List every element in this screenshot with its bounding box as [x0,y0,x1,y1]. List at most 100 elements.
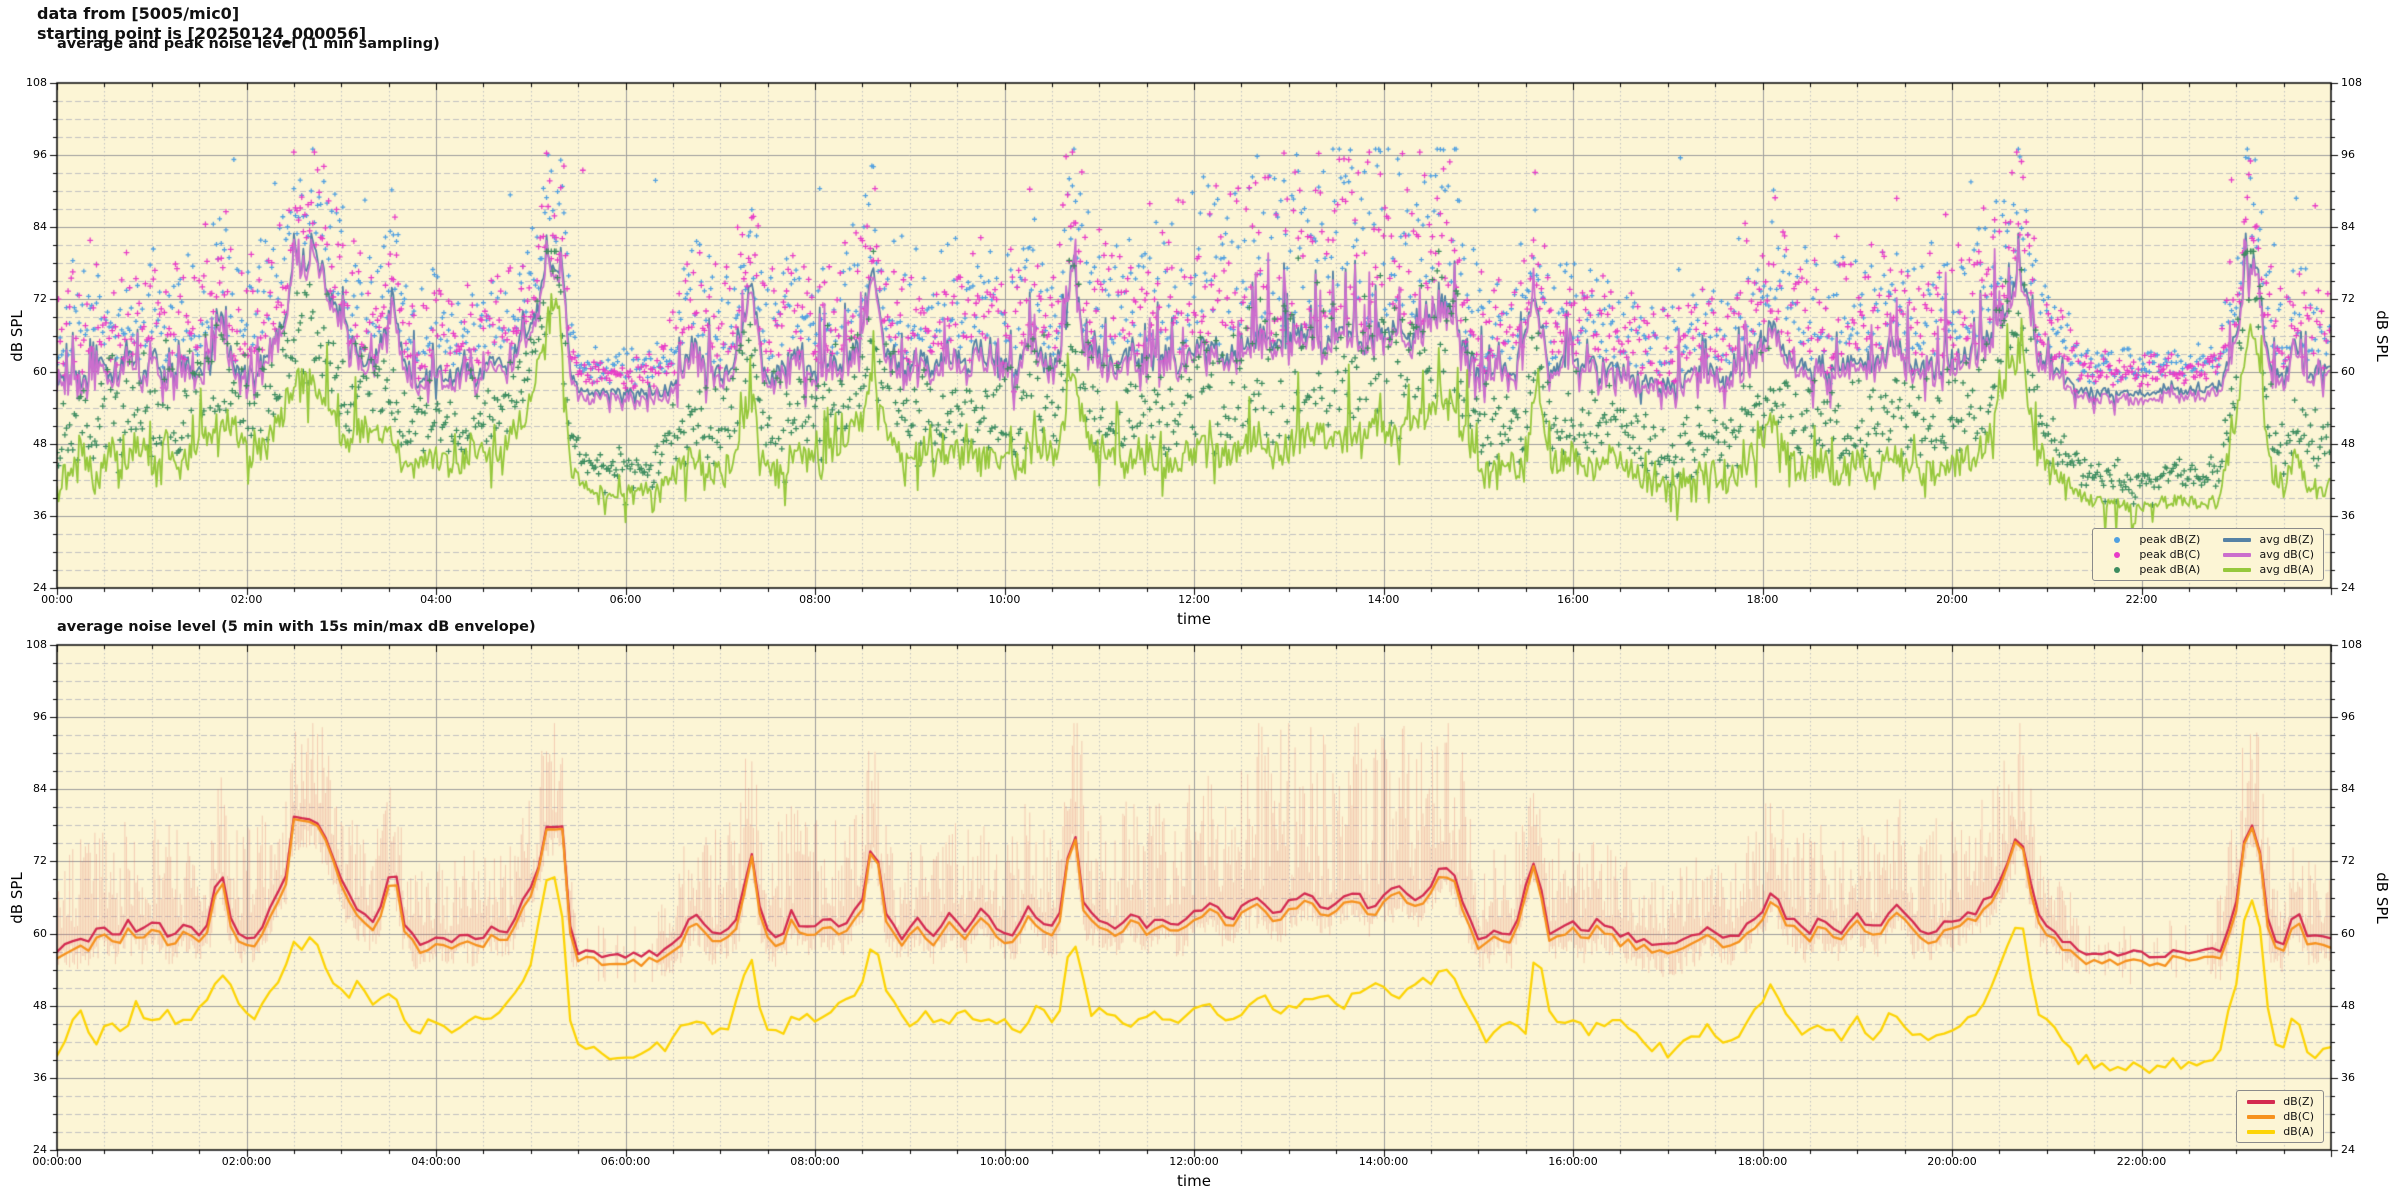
y-tick-label-left: 60 [33,926,47,940]
legend-point-swatch [2102,551,2132,558]
swatch-color [2247,1129,2276,1134]
x-tick-label: 02:00 [230,593,263,606]
x-tick-label: 00:00:00 [32,1155,82,1168]
legend-line-swatch [2246,1099,2276,1104]
y-tick-label-right: 96 [2341,148,2355,162]
x-tick-label: 18:00 [1746,593,1779,606]
y-tick-label-left: 24 [33,1143,47,1156]
legend-entry: dB(C) [2246,1110,2314,1123]
legend-entry: avg dB(A) [2222,563,2314,576]
y-tick-label-left: 24 [33,581,47,594]
x-tick-label: 00:00 [41,593,73,606]
y-tick-label-right: 108 [2341,638,2362,651]
y-tick-label-left: 60 [33,364,47,378]
header-line-start: starting point is [20250124_000056] [37,24,367,43]
x-tick-label: 06:00 [609,593,642,606]
legend-entry: dB(A) [2246,1125,2314,1138]
x-tick-label: 16:00:00 [1548,1155,1598,1168]
y-tick-label-right: 24 [2341,581,2355,594]
y-tick-label-right: 60 [2341,926,2355,940]
top-x-axis-title: time [1177,610,1211,628]
legend-label: avg dB(A) [2259,563,2314,576]
swatch-color [2247,1114,2276,1119]
y-tick-label-left: 72 [33,854,47,868]
bottom-plot-area: dB(Z) dB(C) dB(A) [41,629,2347,1166]
legend-label: dB(Z) [2283,1095,2314,1108]
legend-label: dB(A) [2283,1125,2314,1138]
swatch-color [2223,567,2252,572]
y-tick-label-right: 48 [2341,436,2355,450]
y-tick-label-left: 96 [33,710,47,724]
y-tick-label-left: 96 [33,148,47,162]
legend-line-swatch [2246,1114,2276,1119]
x-tick-label: 08:00:00 [790,1155,840,1168]
x-tick-label: 16:00 [1557,593,1589,606]
x-tick-label: 08:00 [799,593,831,606]
legend-point-swatch [2102,536,2132,543]
y-tick-label-left: 36 [33,1070,47,1084]
x-tick-label: 06:00:00 [600,1155,651,1168]
top-chart-canvas [41,67,2347,604]
y-tick-label-left: 72 [33,292,47,306]
legend-point-swatch [2102,566,2132,573]
top-chart-legend: peak dB(Z) avg dB(Z) peak dB(C) avg dB(C) pe… [2092,528,2324,581]
x-tick-label: 20:00:00 [1927,1155,1977,1168]
y-tick-label-right: 24 [2341,1143,2355,1156]
bottom-chart-legend: dB(Z) dB(C) dB(A) [2236,1090,2324,1143]
y-tick-label-right: 48 [2341,998,2355,1012]
x-tick-label: 04:00:00 [411,1155,461,1168]
y-tick-label-left: 36 [33,508,47,522]
y-tick-label-right: 108 [2341,76,2362,89]
legend-entry: peak dB(Z) [2102,533,2200,546]
x-tick-label: 12:00:00 [1169,1155,1219,1168]
header-line-source: data from [5005/mic0] [37,4,240,23]
x-tick-label: 20:00 [1936,593,1968,606]
y-tick-label-right: 72 [2341,854,2355,868]
y-tick-label-right: 72 [2341,292,2355,306]
y-tick-label-right: 96 [2341,710,2355,724]
y-tick-label-right: 60 [2341,364,2355,378]
legend-label: peak dB(Z) [2139,533,2201,546]
x-tick-label: 22:00:00 [2116,1155,2167,1168]
swatch-color [2247,1099,2276,1104]
y-tick-label-left: 108 [26,638,47,651]
legend-line-swatch [2222,552,2252,557]
y-tick-label-right: 84 [2341,220,2355,234]
x-tick-label: 10:00:00 [979,1155,1030,1168]
y-tick-label-right: 36 [2341,508,2355,522]
legend-line-swatch [2246,1129,2276,1134]
x-tick-label: 04:00 [420,593,452,606]
swatch-color [2223,552,2252,557]
x-tick-label: 14:00:00 [1358,1155,1409,1168]
legend-line-swatch [2222,567,2252,572]
swatch-color [2114,551,2121,558]
legend-entry: dB(Z) [2246,1095,2314,1108]
bottom-x-axis-title: time [1177,1172,1211,1190]
legend-label: avg dB(C) [2259,548,2314,561]
legend-label: peak dB(A) [2139,563,2201,576]
y-tick-label-left: 48 [33,436,47,450]
x-tick-label: 18:00:00 [1737,1155,1788,1168]
swatch-color [2114,536,2121,543]
top-chart-title: average and peak noise level (1 min samp… [57,36,440,52]
legend-entry: avg dB(C) [2222,548,2314,561]
y-tick-label-left: 84 [33,782,47,796]
x-tick-label: 22:00 [2125,593,2158,606]
legend-line-swatch [2222,537,2252,542]
x-tick-label: 02:00:00 [221,1155,272,1168]
legend-entry: peak dB(C) [2102,548,2200,561]
y-tick-label-right: 84 [2341,782,2355,796]
x-tick-label: 12:00 [1178,593,1210,606]
x-tick-label: 14:00 [1367,593,1400,606]
y-tick-label-left: 84 [33,220,47,234]
bottom-chart-canvas [41,629,2347,1166]
legend-entry: peak dB(A) [2102,563,2200,576]
swatch-color [2114,566,2121,573]
legend-entry: avg dB(Z) [2222,533,2314,546]
swatch-color [2223,537,2252,542]
top-plot-area: peak dB(Z) avg dB(Z) peak dB(C) avg dB(C) pe… [41,67,2347,604]
y-tick-label-right: 36 [2341,1070,2355,1084]
y-tick-label-left: 108 [26,76,47,89]
legend-label: peak dB(C) [2139,548,2201,561]
